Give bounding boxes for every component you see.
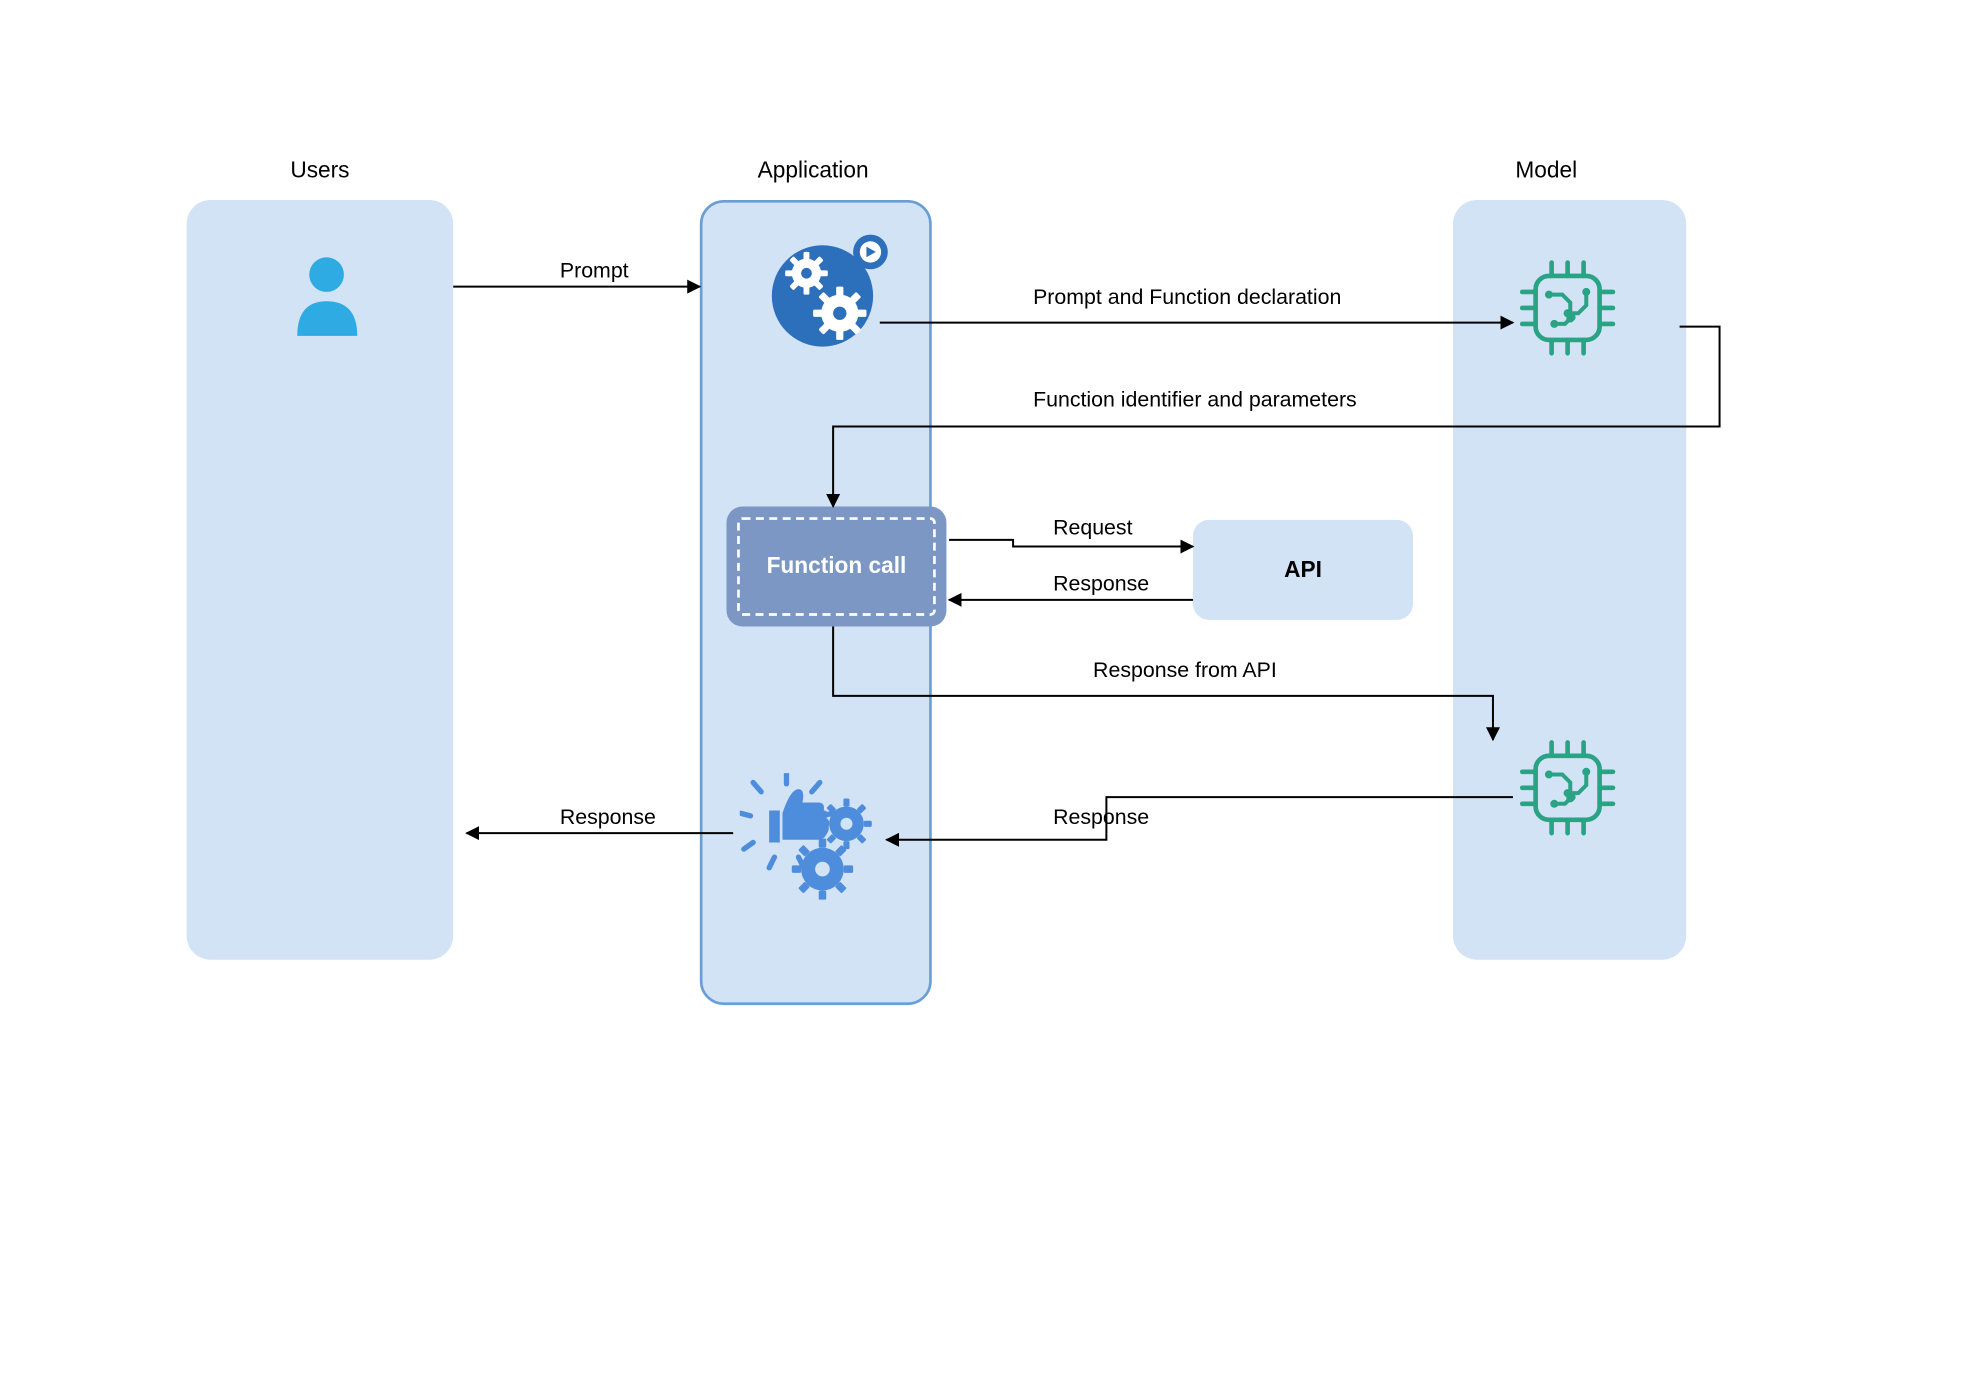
gears-play-icon [766, 233, 893, 360]
user-icon [291, 253, 364, 346]
chip-icon-1 [1520, 260, 1616, 363]
column-title-users: Users [187, 157, 454, 184]
edge-label-prompt: Prompt [560, 260, 629, 284]
edge-label-resp-user: Response [560, 806, 656, 830]
edge-label-resp-from-api: Response from API [1093, 660, 1277, 684]
edge-label-func-id: Function identifier and parameters [1033, 389, 1357, 413]
node-api-label: API [1284, 557, 1322, 584]
chip-icon-2 [1520, 740, 1616, 843]
node-function-call-label: Function call [767, 553, 907, 580]
column-title-application: Application [680, 157, 947, 184]
node-function-call: Function call [726, 507, 946, 627]
edge-label-prompt-decl: Prompt and Function declaration [1033, 287, 1341, 311]
column-title-model: Model [1413, 157, 1680, 184]
edge-resp_model [886, 797, 1513, 840]
edge-label-request: Request [1053, 517, 1132, 541]
edge-label-resp-model: Response [1053, 806, 1149, 830]
thumbs-gears-icon [740, 773, 887, 906]
node-api: API [1193, 520, 1413, 620]
edge-label-response-api: Response [1053, 573, 1149, 597]
